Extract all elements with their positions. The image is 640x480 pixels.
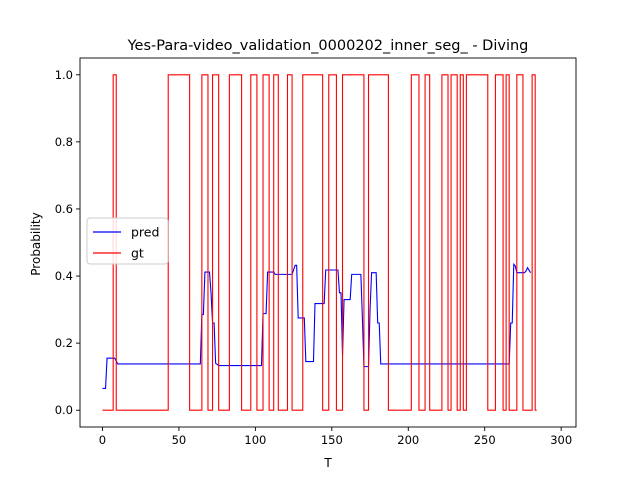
axes-frame (79, 57, 577, 428)
x-tick-label: 100 (244, 433, 266, 447)
x-tick-label: 0 (99, 433, 106, 447)
series-line-gt (102, 74, 537, 411)
x-tick-label: 300 (550, 433, 572, 447)
chart-title: Yes-Para-video_validation_0000202_inner_… (127, 38, 529, 54)
legend-label-pred: pred (131, 225, 159, 240)
x-tick-label: 250 (474, 433, 496, 447)
y-tick-label: 0.0 (55, 403, 73, 417)
y-tick-label: 0.2 (55, 336, 73, 350)
y-axis: 0.0 0.2 0.4 0.6 0.8 1.0 (55, 68, 80, 417)
legend: pred gt (86, 217, 169, 265)
x-tick-label: 200 (397, 433, 419, 447)
y-tick-label: 0.4 (55, 269, 73, 283)
y-tick-label: 0.6 (55, 202, 73, 216)
y-tick-label: 1.0 (55, 68, 73, 82)
y-tick-label: 0.8 (55, 135, 73, 149)
x-axis-label: T (323, 456, 332, 470)
x-tick-label: 150 (321, 433, 343, 447)
plot-area (79, 57, 577, 428)
x-tick-label: 50 (172, 433, 187, 447)
legend-label-gt: gt (131, 246, 144, 261)
y-axis-label: Probability (29, 212, 43, 275)
x-axis: 0 50 100 150 200 250 300 (99, 427, 572, 447)
series-line-pred (102, 262, 532, 389)
